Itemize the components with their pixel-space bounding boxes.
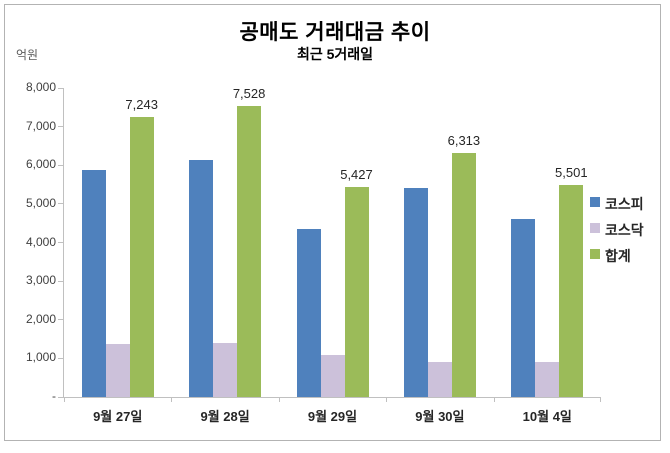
x-axis-category-label: 10월 4일 bbox=[522, 409, 572, 424]
y-axis-tick-label: 8,000 bbox=[25, 80, 56, 94]
bar-코스닥-1 bbox=[105, 343, 130, 397]
x-axis-tick bbox=[600, 397, 601, 402]
legend-label: 합계 bbox=[605, 248, 631, 264]
bar-코스닥-4 bbox=[427, 362, 452, 397]
legend-item-코스닥: 코스닥 bbox=[590, 220, 644, 240]
bar-코스피-1 bbox=[81, 170, 106, 397]
y-axis-tick-label: 3,000 bbox=[25, 273, 56, 288]
data-label: 6,313 bbox=[447, 133, 481, 149]
legend-label: 코스피 bbox=[605, 196, 644, 212]
y-axis-tick bbox=[58, 203, 64, 205]
y-axis-tick-label: 2,000 bbox=[25, 311, 56, 326]
y-axis-tick-label: 1,000 bbox=[25, 350, 56, 365]
bar-코스피-3 bbox=[296, 228, 321, 397]
y-axis-tick bbox=[58, 164, 64, 166]
bar-코스닥-3 bbox=[320, 355, 345, 397]
x-axis-category-label: 9월 30일 bbox=[415, 409, 465, 424]
data-label: 7,528 bbox=[232, 86, 266, 102]
legend-swatch-icon bbox=[590, 197, 600, 207]
y-axis-tick-label: 7,000 bbox=[25, 118, 56, 133]
chart-title: 공매도 거래대금 추이 bbox=[239, 21, 431, 44]
bar-합계-2 bbox=[237, 106, 262, 397]
legend-item-합계: 합계 bbox=[590, 246, 644, 266]
x-axis-tick bbox=[278, 397, 280, 402]
legend-item-코스피: 코스피 bbox=[590, 194, 644, 214]
y-axis-tick bbox=[58, 357, 64, 359]
y-axis-tick bbox=[58, 126, 64, 128]
y-axis-tick bbox=[58, 280, 64, 282]
bar-합계-5 bbox=[559, 184, 584, 397]
y-axis-tick-label: 6,000 bbox=[25, 157, 56, 172]
x-axis-tick bbox=[493, 397, 495, 402]
bar-코스피-4 bbox=[403, 188, 428, 397]
legend-swatch-icon bbox=[590, 223, 600, 233]
bar-합계-3 bbox=[344, 187, 369, 397]
bar-합계-1 bbox=[129, 117, 154, 397]
y-axis-tick-label: 4,000 bbox=[25, 234, 56, 249]
y-axis-unit-label: 억원 bbox=[16, 48, 39, 62]
x-axis-category-label: 9월 29일 bbox=[307, 409, 358, 424]
x-axis-category-label: 9월 28일 bbox=[200, 409, 250, 424]
x-axis-tick bbox=[64, 397, 65, 402]
x-axis-tick bbox=[171, 397, 173, 402]
chart-subtitle: 최근 5거래일 bbox=[296, 46, 374, 62]
data-label: 7,243 bbox=[125, 97, 158, 113]
legend-label: 코스닥 bbox=[605, 222, 644, 238]
y-axis-tick bbox=[58, 242, 64, 243]
x-axis-tick bbox=[386, 397, 388, 402]
bar-코스닥-5 bbox=[535, 362, 560, 397]
x-axis-category-label: 9월 27일 bbox=[93, 409, 143, 424]
bar-코스피-2 bbox=[189, 159, 214, 397]
y-axis-tick-label: - bbox=[52, 389, 56, 403]
y-axis-tick-label: 5,000 bbox=[25, 195, 56, 210]
y-axis-tick bbox=[58, 319, 64, 321]
bar-코스닥-2 bbox=[213, 343, 238, 397]
y-axis-tick bbox=[58, 87, 64, 89]
y-axis-tick bbox=[58, 396, 64, 398]
data-label: 5,501 bbox=[555, 164, 588, 180]
data-label: 5,427 bbox=[340, 167, 373, 183]
bar-합계-4 bbox=[451, 153, 476, 397]
bar-코스피-5 bbox=[511, 219, 536, 397]
plot-area: - 1,000 2,000 3,000 4,000 5,000 6,000 7,000 8,00… bbox=[26, 80, 601, 424]
legend-swatch-icon bbox=[590, 249, 600, 259]
